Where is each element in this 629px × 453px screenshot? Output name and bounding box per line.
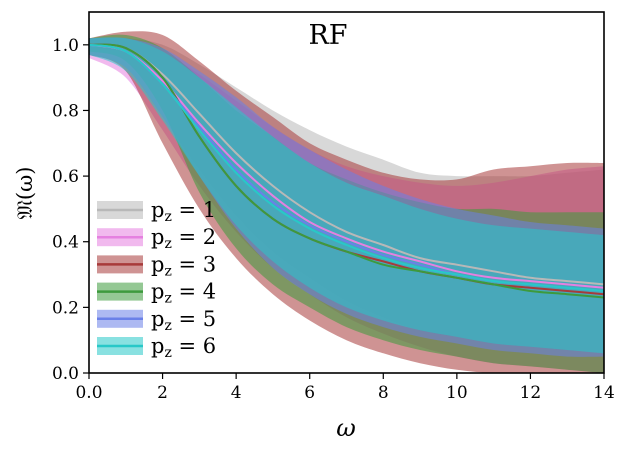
x-tick-label: 14: [593, 383, 615, 403]
legend-label: pz = 1: [151, 198, 216, 225]
x-tick-label: 8: [378, 383, 389, 403]
y-tick-label: 1.0: [52, 36, 79, 56]
legend-label: pz = 3: [151, 252, 216, 279]
legend-label-main: p: [151, 307, 164, 331]
x-tick-label: 6: [304, 383, 315, 403]
legend-label: pz = 4: [151, 280, 216, 307]
legend-label-subscript: z: [164, 263, 171, 279]
legend: pz = 1pz = 2pz = 3pz = 4pz = 5pz = 6: [97, 198, 216, 361]
x-tick-label: 0.0: [75, 383, 102, 403]
legend-label: pz = 5: [151, 307, 216, 334]
legend-label-value: = 6: [172, 334, 216, 358]
legend-label-subscript: z: [164, 236, 171, 252]
legend-label-main: p: [151, 280, 164, 304]
mean-line-series-6: [89, 43, 604, 292]
legend-label-value: = 2: [172, 225, 216, 249]
mean-line-series-4: [89, 43, 604, 299]
x-tick-label: 4: [231, 383, 242, 403]
legend-label-main: p: [151, 334, 164, 358]
legend-label-subscript: z: [164, 318, 171, 334]
x-axis-ticks: 0.0 2 4 6 8 10 12 14: [75, 373, 615, 403]
legend-label-value: = 5: [172, 307, 216, 331]
legend-label-subscript: z: [164, 345, 171, 361]
legend-label-main: p: [151, 198, 164, 222]
x-tick-label: 12: [520, 383, 542, 403]
legend-label: pz = 6: [151, 334, 216, 361]
legend-label-value: = 3: [172, 252, 216, 276]
legend-label-subscript: z: [164, 209, 171, 225]
panel-title: RF: [308, 20, 347, 51]
plot-frame: [88, 11, 605, 374]
mean-lines: [89, 43, 604, 299]
legend-label-subscript: z: [164, 291, 171, 307]
legend-label-value: = 1: [172, 198, 216, 222]
mean-line-series-1: [89, 43, 604, 286]
x-tick-label: 2: [157, 383, 168, 403]
y-tick-label: 0.4: [52, 233, 79, 253]
legend-label-value: = 4: [172, 280, 216, 304]
legend-label-main: p: [151, 225, 164, 249]
y-tick-label: 0.8: [52, 101, 79, 121]
y-tick-label: 0.6: [52, 167, 79, 187]
y-axis-ticks: 0.0 0.2 0.4 0.6 0.8 1.0: [52, 36, 89, 384]
legend-label: pz = 2: [151, 225, 216, 252]
y-axis-title: 𝔐(ω): [13, 167, 37, 220]
y-tick-label: 0.2: [52, 298, 79, 318]
legend-label-main: p: [151, 252, 164, 276]
y-tick-label: 0.0: [52, 364, 79, 384]
x-tick-label: 10: [446, 383, 468, 403]
x-axis-title: ω: [336, 414, 356, 442]
